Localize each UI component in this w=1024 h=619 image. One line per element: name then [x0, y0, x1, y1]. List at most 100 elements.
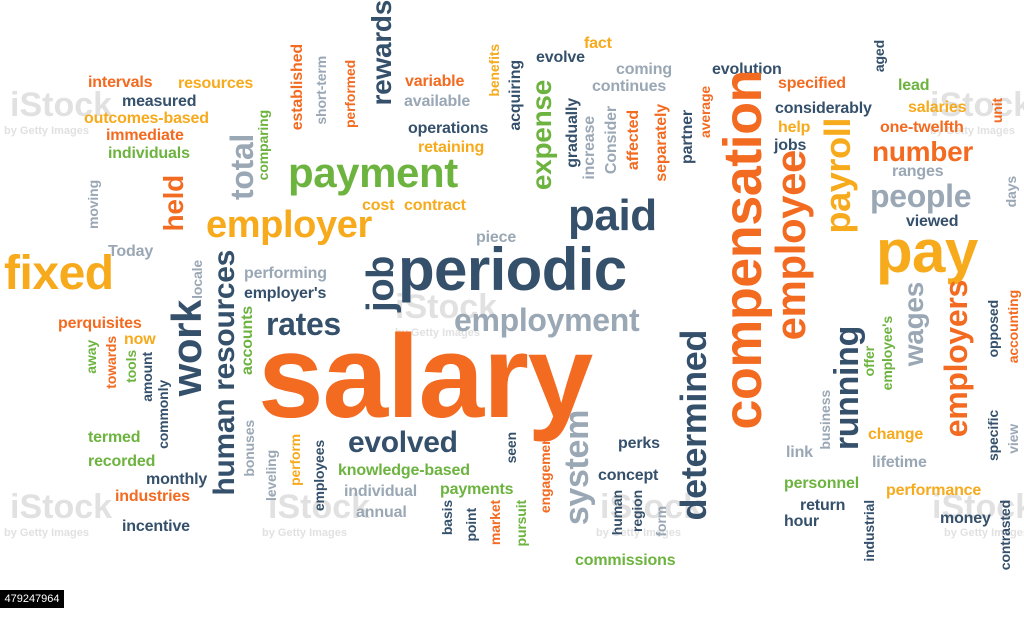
cloud-word: link: [786, 444, 813, 461]
cloud-word: rewards: [366, 0, 397, 106]
cloud-word: expense: [526, 80, 557, 191]
cloud-word: recorded: [88, 453, 156, 470]
cloud-word: immediate: [106, 127, 184, 144]
cloud-word: pursuit: [513, 500, 529, 547]
cloud-word: affected: [625, 110, 642, 171]
cloud-word: industries: [115, 488, 190, 505]
cloud-word: evolution: [712, 61, 782, 78]
cloud-word: locale: [189, 260, 205, 299]
cloud-word: aged: [871, 40, 887, 73]
cloud-word: running: [828, 326, 866, 451]
cloud-word: return: [800, 497, 846, 514]
cloud-word: number: [872, 136, 973, 167]
cloud-word: change: [868, 426, 924, 443]
cloud-word: comparing: [255, 110, 271, 181]
cloud-word: accounting: [1005, 290, 1021, 364]
cloud-word: intervals: [88, 74, 153, 91]
cloud-word: perquisites: [58, 315, 142, 332]
cloud-word: perform: [287, 434, 303, 486]
watermark-logo: iStock: [10, 488, 113, 526]
cloud-word: employees: [311, 440, 327, 512]
cloud-word: rates: [266, 306, 341, 342]
cloud-word: piece: [476, 229, 517, 246]
cloud-word: system: [558, 410, 596, 526]
cloud-word: monthly: [146, 471, 208, 488]
cloud-word: employment: [454, 302, 640, 338]
cloud-word: lifetime: [872, 454, 927, 471]
cloud-word: acquiring: [507, 60, 524, 131]
cloud-word: view: [1005, 424, 1021, 454]
cloud-word: viewed: [906, 213, 959, 230]
cloud-word: retaining: [418, 139, 485, 156]
cloud-word: increase: [581, 116, 598, 180]
watermark-logo: iStock: [932, 488, 1024, 526]
cloud-word: work: [163, 300, 210, 397]
cloud-word: average: [697, 86, 713, 138]
cloud-word: contract: [404, 197, 466, 214]
cloud-word: established: [289, 44, 306, 131]
watermark-tagline: by Getty Images: [262, 527, 347, 539]
cloud-word: total: [224, 134, 260, 200]
cloud-word: Consider: [603, 106, 620, 175]
cloud-word: moving: [85, 180, 101, 229]
cloud-word: termed: [88, 429, 141, 446]
cloud-word: people: [870, 178, 972, 214]
cloud-word: continues: [592, 78, 667, 95]
cloud-word: fixed: [4, 247, 114, 300]
cloud-word: performance: [886, 482, 982, 499]
watermark-tagline: by Getty Images: [930, 125, 1015, 137]
cloud-word: leveling: [263, 450, 279, 502]
cloud-word: individual: [344, 483, 418, 500]
cloud-word: knowledge-based: [338, 462, 470, 479]
cloud-word: employers: [938, 280, 974, 438]
cloud-word: gradually: [564, 98, 581, 168]
watermark-logo: iStock: [10, 86, 113, 124]
cloud-word: variable: [405, 73, 465, 90]
cloud-word: resources: [178, 75, 254, 92]
cloud-word: compensation: [713, 70, 773, 430]
cloud-word: specific: [985, 410, 1001, 462]
cloud-word: unit: [989, 98, 1005, 124]
cloud-word: perks: [618, 435, 660, 452]
cloud-word: employee's: [879, 316, 895, 391]
cloud-word: evolved: [348, 426, 458, 459]
watermark-tagline: by Getty Images: [395, 327, 480, 339]
cloud-word: towards: [103, 336, 119, 389]
cloud-word: determined: [673, 330, 714, 521]
cloud-word: outcomes-based: [84, 110, 209, 127]
cloud-word: jobs: [774, 137, 807, 154]
cloud-word: industrial: [861, 500, 877, 562]
cloud-word: coming: [616, 61, 672, 78]
cloud-word: lead: [898, 77, 930, 94]
cloud-word: annual: [356, 504, 407, 521]
cloud-word: now: [124, 331, 156, 348]
watermark-tagline: by Getty Images: [944, 527, 1024, 539]
cloud-word: human resources: [208, 250, 241, 496]
cloud-word: commissions: [575, 552, 676, 569]
cloud-word: bonuses: [241, 420, 257, 477]
cloud-word: fact: [584, 35, 612, 52]
main-word-salary: salary: [258, 311, 593, 443]
cloud-word: concept: [598, 467, 659, 484]
cloud-word: form: [653, 506, 669, 537]
cloud-word: job: [360, 256, 402, 312]
cloud-word: basis: [439, 500, 455, 536]
cloud-word: tools: [123, 350, 139, 383]
cloud-word: region: [629, 490, 645, 532]
cloud-word: ranges: [892, 163, 944, 180]
cloud-word: performed: [342, 60, 358, 128]
cloud-word: accounts: [239, 306, 256, 375]
cloud-word: one-twelfth: [880, 119, 964, 136]
cloud-word: personnel: [784, 475, 860, 492]
cloud-word: salaries: [908, 99, 967, 116]
cloud-word: wages: [898, 282, 929, 367]
cloud-word: specified: [778, 75, 846, 92]
cloud-word: employer's: [244, 285, 327, 302]
cloud-word: short-term: [313, 56, 329, 125]
cloud-word: payroll: [817, 118, 858, 234]
cloud-word: market: [487, 500, 503, 546]
cloud-word: operations: [408, 120, 489, 137]
cloud-word: help: [778, 119, 811, 136]
cloud-word: point: [463, 508, 479, 542]
cloud-word: money: [940, 510, 991, 527]
